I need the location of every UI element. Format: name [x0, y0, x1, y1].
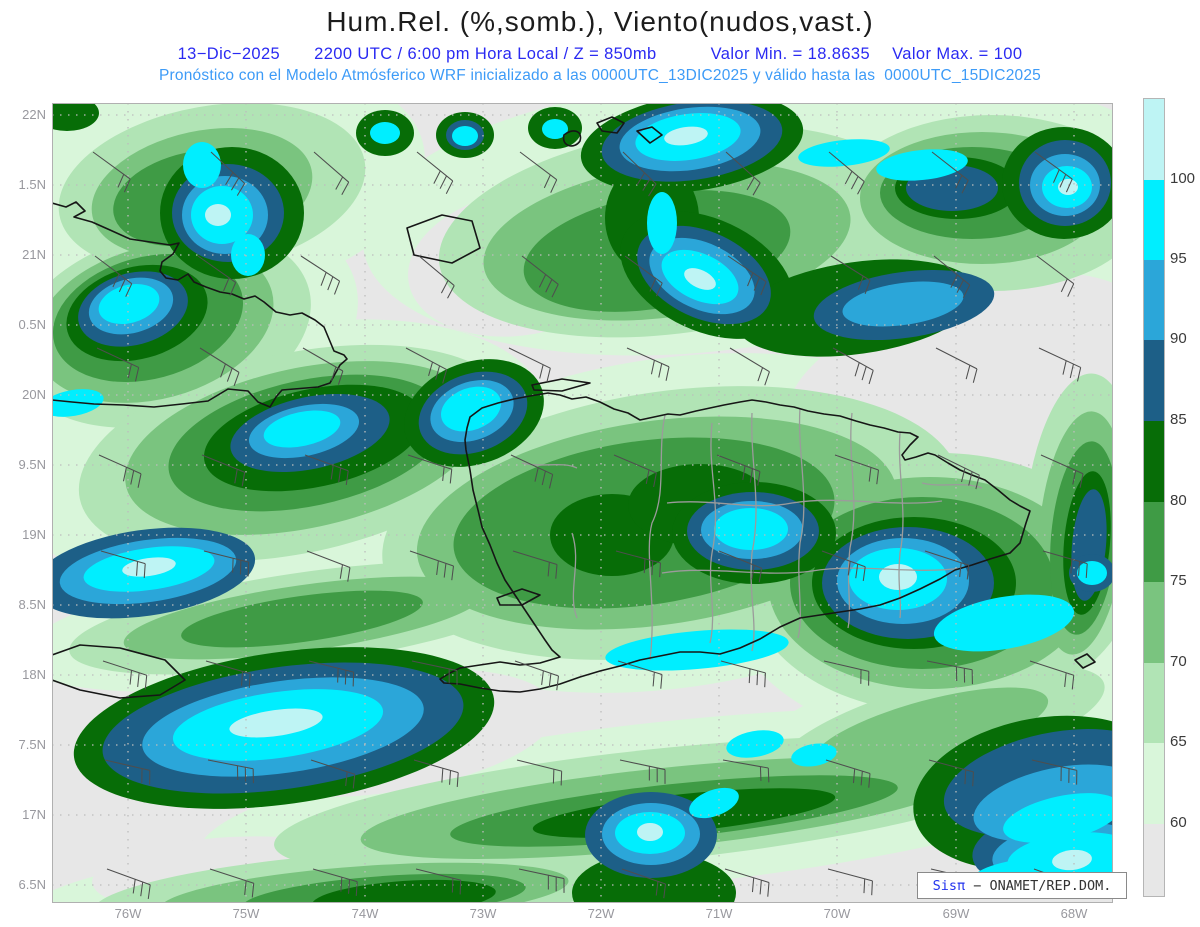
colorbar-segment — [1144, 824, 1164, 896]
colorbar-tick-label: 75 — [1170, 572, 1187, 589]
lon-tick-label: 69W — [942, 906, 970, 921]
lon-tick-label: 73W — [469, 906, 497, 921]
lat-tick-label: 17N — [22, 807, 46, 822]
colorbar-tick-label: 65 — [1170, 733, 1187, 750]
lat-tick-label: 7.5N — [18, 737, 46, 752]
lat-tick-label: 9.5N — [18, 457, 46, 472]
colorbar-segment — [1144, 582, 1164, 663]
value-max-label: Valor Max. = 100 — [892, 45, 1023, 63]
lat-tick-label: 20N — [22, 387, 46, 402]
colorbar-tick-label: 80 — [1170, 492, 1187, 509]
graticule-gridlines — [52, 103, 1113, 903]
colorbar-tick-label: 90 — [1170, 330, 1187, 347]
lat-tick-label: 0.5N — [18, 317, 46, 332]
colorbar-tick-label: 95 — [1170, 250, 1187, 267]
province-borders — [521, 407, 983, 661]
lat-tick-label: 8.5N — [18, 597, 46, 612]
watermark-text: − ONAMET/REP.DOM. — [965, 877, 1112, 894]
map-frame — [52, 103, 1113, 903]
colorbar-segment — [1144, 421, 1164, 502]
lon-tick-label: 76W — [114, 906, 142, 921]
colorbar-tick-label: 85 — [1170, 411, 1187, 428]
humidity-colorbar — [1143, 98, 1165, 897]
contour-shading-layers — [52, 103, 1113, 903]
colorbar-segment — [1144, 663, 1164, 743]
lon-tick-label: 74W — [351, 906, 379, 921]
colorbar-segment — [1144, 743, 1164, 824]
watermark-badge: Sisπ − ONAMET/REP.DOM. — [917, 872, 1127, 899]
lon-tick-label: 71W — [705, 906, 733, 921]
subtitle-model-info: Pronóstico con el Modelo Atmósferico WRF… — [159, 67, 1041, 84]
colorbar-tick-label: 100 — [1170, 170, 1196, 187]
lat-tick-label: 22N — [22, 107, 46, 122]
colorbar-tick-label: 60 — [1170, 814, 1187, 831]
colorbar-tick-label: 70 — [1170, 653, 1187, 670]
page-title: Hum.Rel. (%,somb.), Viento(nudos,vast.) — [326, 6, 874, 37]
colorbar-segment — [1144, 99, 1164, 180]
lat-tick-label: 19N — [22, 527, 46, 542]
colorbar-segment — [1144, 180, 1164, 260]
coastlines — [52, 116, 1096, 699]
colorbar-segment — [1144, 260, 1164, 340]
colorbar-segment — [1144, 502, 1164, 582]
wind-barbs — [92, 151, 1088, 899]
valid-time-level-label: 2200 UTC / 6:00 pm Hora Local / Z = 850m… — [314, 45, 657, 63]
subtitle-datetime: 13−Dic−2025 2200 UTC / 6:00 pm Hora Local… — [0, 45, 1200, 64]
lat-tick-label: 1.5N — [18, 177, 46, 192]
lat-tick-label: 18N — [22, 667, 46, 682]
lon-tick-label: 72W — [587, 906, 615, 921]
lon-tick-label: 68W — [1060, 906, 1088, 921]
lat-tick-label: 6.5N — [18, 877, 46, 892]
value-min-label: Valor Min. = 18.8635 — [710, 45, 871, 63]
colorbar-segment — [1144, 340, 1164, 421]
humidity-wind-forecast-map — [52, 103, 1113, 903]
lat-tick-label: 21N — [22, 247, 46, 262]
sispi-logo: Sisπ — [932, 877, 966, 894]
lon-tick-label: 75W — [232, 906, 260, 921]
lon-tick-label: 70W — [823, 906, 851, 921]
valid-date-label: 13−Dic−2025 — [177, 45, 281, 63]
